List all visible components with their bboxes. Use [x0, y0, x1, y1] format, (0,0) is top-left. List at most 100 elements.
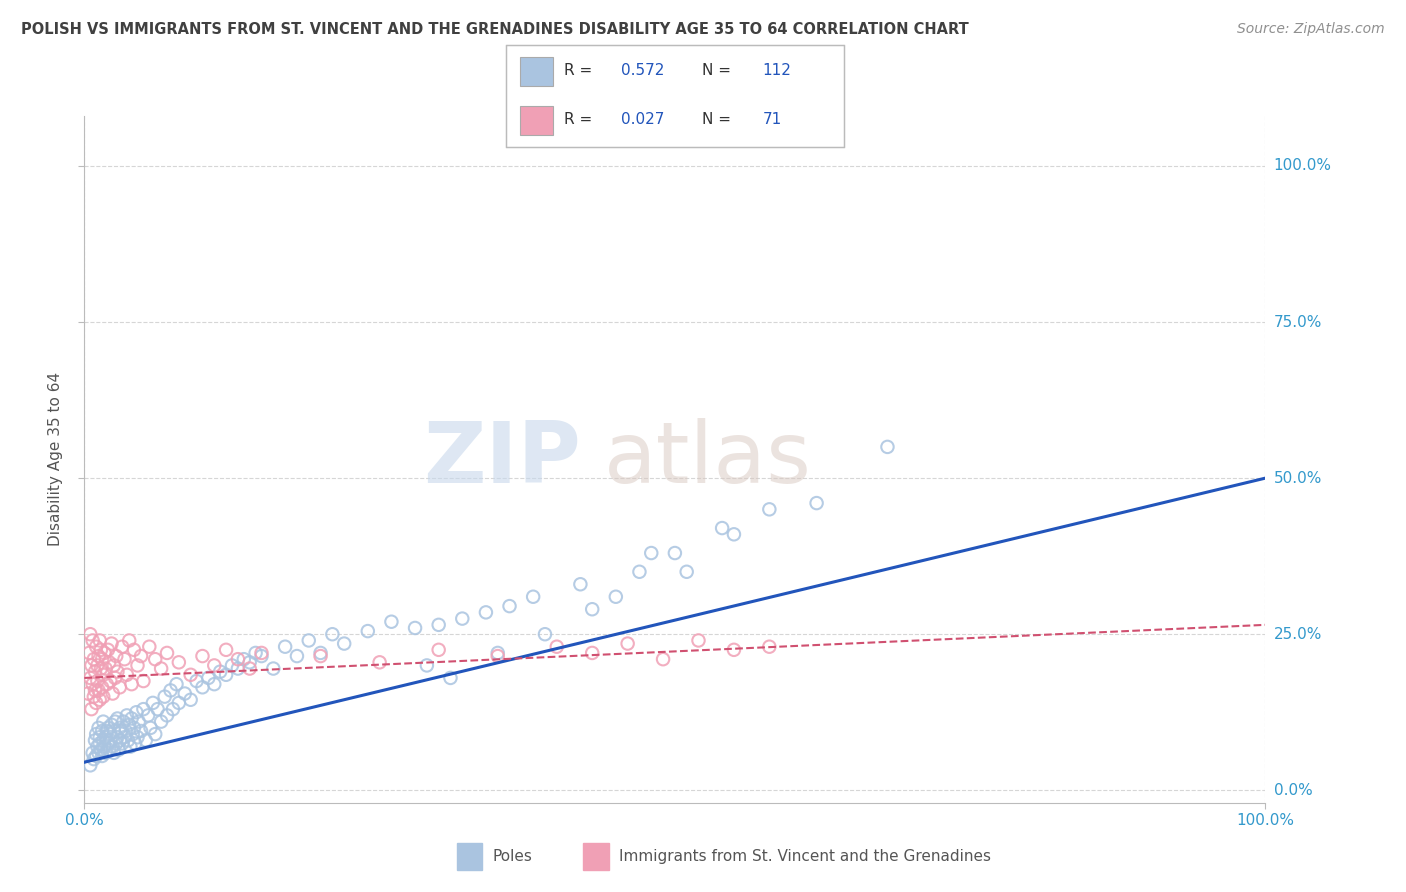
Point [87, 649, 110, 664]
Point [91, 733, 114, 747]
Point [121, 727, 143, 741]
Point [156, 708, 179, 723]
Point [87, 683, 110, 698]
Point [114, 730, 136, 744]
Point [117, 733, 139, 747]
Point [368, 655, 391, 669]
Point [112, 714, 135, 729]
Point [86, 674, 108, 689]
Point [118, 633, 141, 648]
Point [79, 758, 101, 772]
Point [239, 662, 262, 676]
Point [186, 674, 208, 689]
Point [97, 721, 120, 735]
Point [333, 637, 356, 651]
Point [427, 642, 450, 657]
Point [120, 739, 142, 754]
Point [98, 742, 121, 756]
Point [121, 677, 143, 691]
Point [108, 733, 131, 747]
Point [122, 721, 145, 735]
Point [107, 742, 129, 756]
Point [427, 617, 450, 632]
Point [84, 683, 107, 698]
Point [416, 658, 439, 673]
Point [226, 662, 249, 676]
Point [628, 565, 651, 579]
Point [100, 637, 122, 651]
Point [274, 640, 297, 654]
Point [103, 724, 125, 739]
Point [91, 749, 114, 764]
Point [101, 687, 124, 701]
Point [581, 602, 603, 616]
Point [250, 646, 273, 660]
Point [173, 687, 195, 701]
Point [98, 674, 121, 689]
Point [86, 739, 108, 754]
Point [191, 680, 214, 694]
Point [90, 642, 112, 657]
Point [91, 690, 114, 704]
Point [97, 737, 120, 751]
Point [80, 658, 103, 673]
Point [250, 649, 273, 664]
Point [146, 702, 169, 716]
Point [143, 652, 166, 666]
Point [876, 440, 898, 454]
Point [159, 683, 181, 698]
Bar [520, 57, 554, 86]
Point [357, 624, 380, 639]
Point [118, 717, 141, 731]
Point [84, 727, 107, 741]
Point [107, 712, 129, 726]
Text: ZIP: ZIP [423, 417, 581, 501]
Point [166, 677, 188, 691]
Point [806, 496, 828, 510]
Point [86, 658, 108, 673]
Point [83, 690, 105, 704]
Point [90, 742, 112, 756]
Point [94, 730, 117, 744]
Point [115, 708, 138, 723]
Point [87, 721, 110, 735]
Point [91, 680, 114, 694]
Point [98, 655, 121, 669]
Point [77, 646, 100, 660]
Point [89, 692, 111, 706]
Point [122, 642, 145, 657]
Bar [520, 106, 554, 135]
Text: 0.0%: 0.0% [1274, 783, 1312, 797]
Point [202, 658, 225, 673]
Point [191, 649, 214, 664]
Point [97, 642, 120, 657]
Point [581, 646, 603, 660]
Point [82, 746, 104, 760]
Point [711, 521, 734, 535]
Point [285, 649, 308, 664]
Point [616, 637, 638, 651]
Text: 100.0%: 100.0% [1274, 159, 1331, 173]
Point [98, 727, 121, 741]
Point [486, 646, 509, 660]
Point [723, 527, 745, 541]
Point [91, 667, 114, 682]
Text: N =: N = [702, 112, 735, 128]
Point [232, 652, 254, 666]
Point [150, 662, 173, 676]
Point [309, 646, 332, 660]
Point [127, 658, 149, 673]
Point [103, 658, 125, 673]
Text: 112: 112 [762, 63, 792, 78]
Point [180, 692, 202, 706]
Point [82, 633, 104, 648]
Point [569, 577, 592, 591]
Text: Immigrants from St. Vincent and the Grenadines: Immigrants from St. Vincent and the Gren… [619, 849, 991, 863]
Point [202, 677, 225, 691]
Point [96, 677, 118, 691]
Point [98, 733, 121, 747]
Text: POLISH VS IMMIGRANTS FROM ST. VINCENT AND THE GRENADINES DISABILITY AGE 35 TO 64: POLISH VS IMMIGRANTS FROM ST. VINCENT AN… [21, 22, 969, 37]
Point [758, 640, 780, 654]
Point [90, 662, 112, 676]
Point [723, 642, 745, 657]
